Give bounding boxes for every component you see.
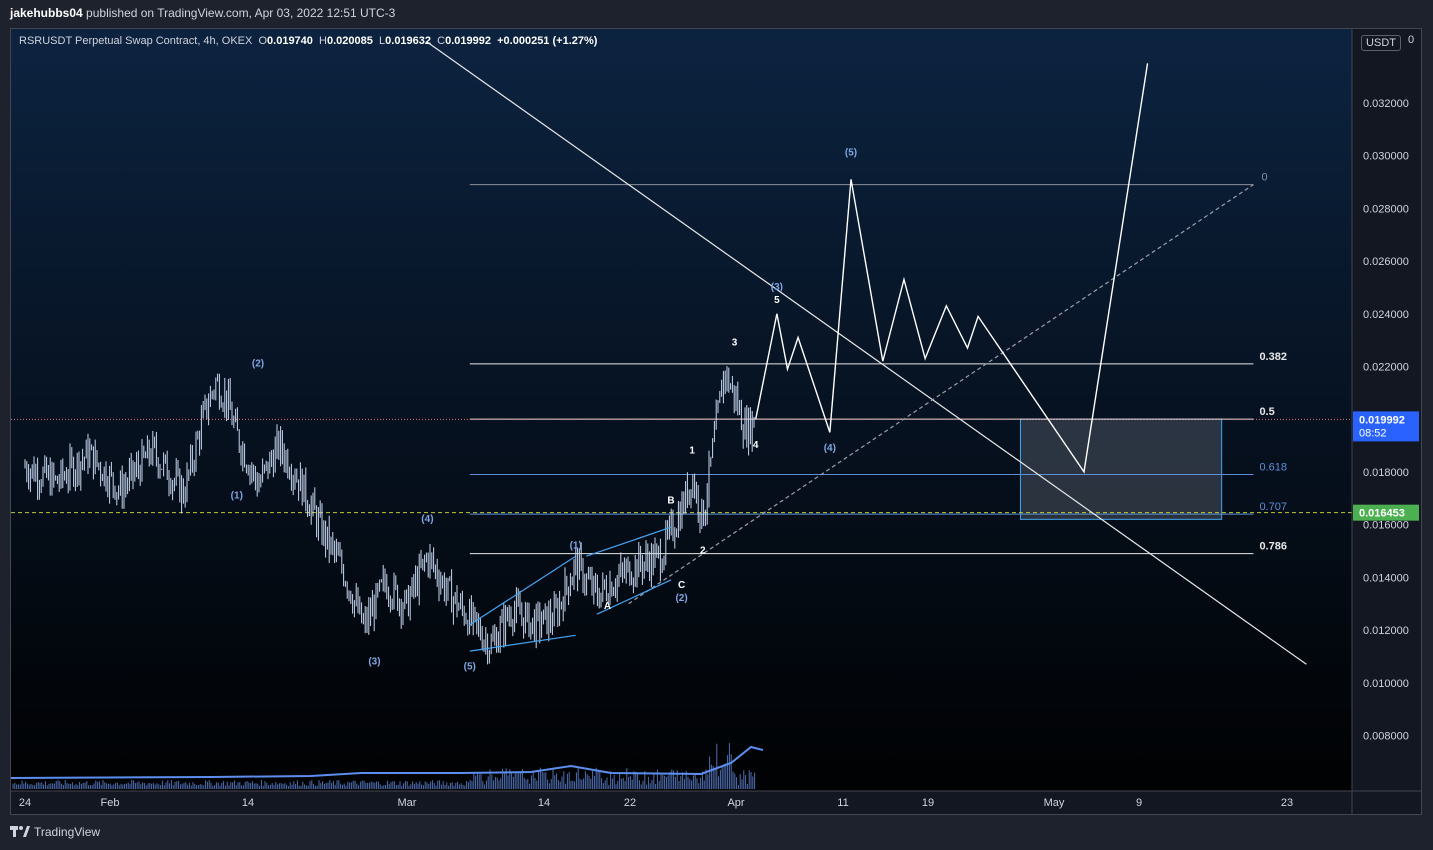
projection-path[interactable]: [755, 63, 1149, 474]
price-tick-label: 0.030000: [1363, 151, 1409, 163]
price-tick-label: 0: [1408, 34, 1414, 46]
time-tick-label: 22: [624, 797, 636, 809]
low-label: L: [379, 35, 386, 47]
price-tick-label: 0.010000: [1363, 678, 1409, 690]
high-value: 0.020085: [327, 35, 373, 47]
wave-label: A: [604, 601, 611, 612]
tradingview-icon: [10, 826, 30, 837]
price-tick-label: 0.032000: [1363, 98, 1409, 110]
price-tick-label: 0.012000: [1363, 625, 1409, 637]
wave-label: (5): [464, 662, 476, 673]
wave-label: (5): [845, 148, 857, 159]
fib-level-label: 0.707: [1259, 501, 1287, 513]
brand-name: TradingView: [34, 825, 101, 839]
time-axis[interactable]: [11, 791, 1422, 815]
wave-label: 5: [774, 295, 780, 306]
open-value: 0.019740: [267, 35, 313, 47]
wedge-line[interactable]: [596, 579, 672, 615]
change-value: +0.000251 (+1.27%): [497, 35, 598, 47]
wave-label: 4: [753, 440, 759, 451]
tradingview-logo[interactable]: TradingView: [10, 825, 100, 839]
time-tick-label: Mar: [398, 797, 417, 809]
time-tick-label: Apr: [727, 797, 744, 809]
wave-label: (4): [824, 443, 836, 454]
open-label: O: [258, 35, 268, 47]
time-tick-label: 23: [1281, 797, 1293, 809]
high-label: H: [319, 35, 327, 47]
currency-button[interactable]: USDT: [1361, 35, 1401, 51]
level-price-tag: [1353, 504, 1419, 521]
footer: TradingView: [0, 815, 1433, 850]
fib-level-label: 0.5: [1259, 406, 1274, 418]
fib-level-label: 0: [1261, 172, 1267, 184]
wave-label: (2): [252, 358, 264, 369]
price-tick-label: 0.016000: [1363, 520, 1409, 532]
symbol-name[interactable]: RSRUSDT Perpetual Swap Contract, 4h, OKE…: [19, 35, 253, 47]
current-price-value: 0.019992: [1359, 414, 1405, 426]
time-tick-label: Feb: [101, 797, 120, 809]
price-tick-label: 0.018000: [1363, 467, 1409, 479]
wave-label: C: [678, 580, 685, 591]
publish-info: jakehubbs04 published on TradingView.com…: [10, 6, 395, 20]
fib-level-label: 0.382: [1259, 351, 1287, 363]
wave-label: 3: [732, 337, 738, 348]
time-tick-label: 14: [242, 797, 254, 809]
price-tick-label: 0.014000: [1363, 572, 1409, 584]
publish-header: jakehubbs04 published on TradingView.com…: [0, 0, 1433, 28]
trendline[interactable]: [427, 41, 1307, 665]
time-tick-label: 14: [538, 797, 550, 809]
low-value: 0.019632: [385, 35, 432, 47]
time-tick-label: May: [1044, 797, 1065, 809]
volume-average-line: [11, 745, 764, 779]
fib-level-label: 0.786: [1259, 541, 1287, 553]
ohlc-legend: RSRUSDT Perpetual Swap Contract, 4h, OKE…: [19, 35, 597, 47]
time-tick-label: 9: [1136, 797, 1142, 809]
wave-label: (3): [771, 282, 783, 293]
wedge-line[interactable]: [586, 526, 672, 557]
publish-text: published on TradingView.com, Apr 03, 20…: [86, 6, 396, 20]
time-tick-label: 24: [19, 797, 31, 809]
close-label: C: [437, 35, 446, 47]
wave-label: (1): [231, 490, 243, 501]
time-tick-label: 11: [837, 797, 848, 809]
wave-label: (2): [675, 593, 687, 604]
wave-label: 2: [700, 546, 706, 557]
price-tick-label: 0.022000: [1363, 361, 1409, 373]
fib-level-label: 0.618: [1259, 462, 1287, 474]
wave-label: B: [667, 496, 674, 507]
trendline[interactable]: [628, 184, 1254, 605]
price-countdown: 08:52: [1359, 427, 1387, 439]
level-price-value: 0.016453: [1359, 508, 1405, 520]
close-value: 0.019992: [445, 35, 491, 47]
wave-label: 1: [689, 445, 695, 456]
wedge-line[interactable]: [469, 634, 576, 652]
wave-label: (3): [368, 656, 380, 667]
wave-label: (1): [570, 540, 582, 551]
chart-area[interactable]: 0 0.382 0.5 0.618 0.707 0.786 (2) (1) (3) (4) (5)…: [10, 28, 1422, 815]
current-price-tag: [1353, 411, 1419, 442]
price-tick-label: 0.024000: [1363, 309, 1409, 321]
price-tick-label: 0.028000: [1363, 203, 1409, 215]
wedge-line[interactable]: [469, 555, 577, 626]
publisher-name[interactable]: jakehubbs04: [10, 6, 83, 20]
price-tick-label: 0.008000: [1363, 730, 1409, 742]
wave-label: (4): [421, 514, 433, 525]
time-tick-label: 19: [922, 797, 934, 809]
price-chart[interactable]: 0 0.382 0.5 0.618 0.707 0.786 (2) (1) (3) (4) (5)…: [11, 29, 1422, 815]
support-zone-box[interactable]: [1019, 418, 1223, 520]
price-tick-label: 0.026000: [1363, 256, 1409, 268]
